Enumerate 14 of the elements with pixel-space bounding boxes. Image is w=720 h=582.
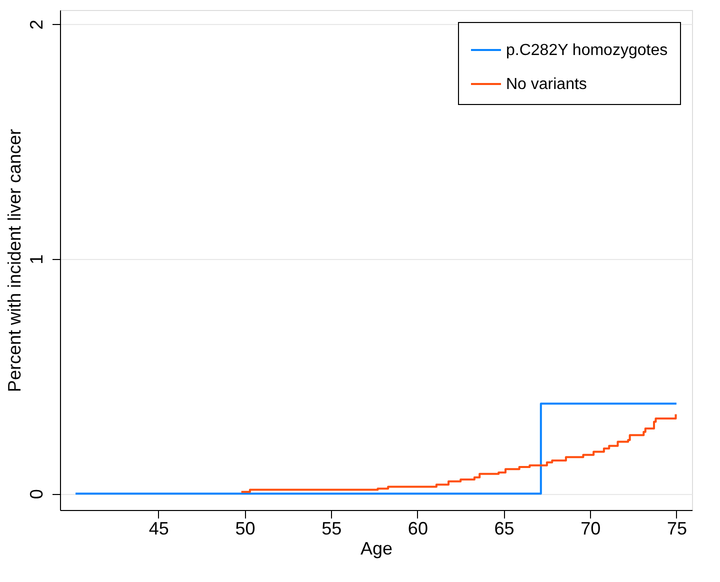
- y-tick-label: 2: [26, 20, 46, 30]
- y-tick-label: 0: [26, 489, 46, 500]
- legend-label: No variants: [506, 76, 587, 93]
- x-axis-title: Age: [360, 538, 393, 558]
- x-tick-label: 65: [494, 518, 514, 538]
- x-tick-label: 50: [235, 518, 256, 538]
- y-axis-title: Percent with incident liver cancer: [4, 128, 24, 392]
- legend-label: p.C282Y homozygotes: [506, 42, 668, 59]
- x-tick-label: 75: [666, 518, 687, 538]
- x-tick-label: 45: [148, 518, 169, 538]
- x-tick-label: 70: [580, 518, 601, 538]
- x-tick-label: 60: [408, 518, 428, 538]
- x-tick-label: 55: [322, 518, 342, 538]
- y-tick-label: 1: [26, 254, 46, 264]
